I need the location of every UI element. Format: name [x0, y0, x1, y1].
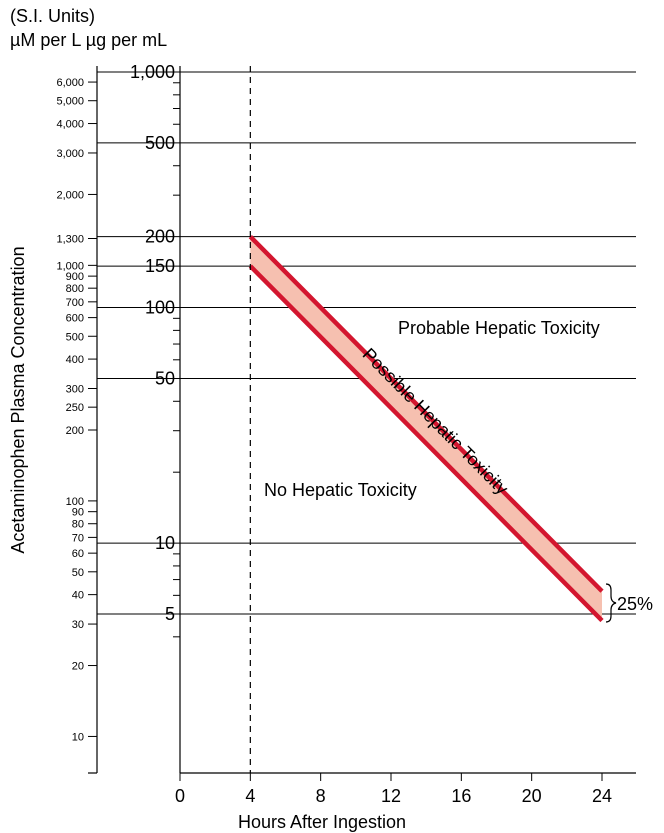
x-tick-label: 24 — [592, 786, 612, 806]
conc-tick-label: 200 — [145, 227, 175, 247]
x-tick-label: 12 — [381, 786, 401, 806]
si-tick-label: 100 — [66, 496, 84, 508]
conc-tick-label: 50 — [155, 368, 175, 388]
si-tick-label: 10 — [72, 731, 84, 743]
si-tick-label: 4,000 — [56, 119, 84, 131]
si-tick-label: 400 — [66, 354, 84, 366]
bracket-brace — [605, 583, 617, 623]
upper-treatment-line — [248, 235, 604, 593]
no-toxicity-label: No Hepatic Toxicity — [264, 480, 417, 500]
conc-tick-label: 100 — [145, 298, 175, 318]
header-units: (S.I. Units) µM per L µg per mL — [10, 4, 167, 52]
probable-toxicity-label: Probable Hepatic Toxicity — [398, 318, 600, 338]
band-label: Possible Hepatic Toxicity — [359, 344, 512, 498]
conc-tick-label: 1,000 — [130, 62, 175, 82]
bracket-label: 25% — [617, 594, 653, 614]
si-tick-label: 50 — [72, 567, 84, 579]
si-tick-label: 200 — [66, 425, 84, 437]
x-axis-title: Hours After Ingestion — [238, 812, 406, 832]
toxicity-band — [248, 235, 604, 623]
si-tick-label: 60 — [72, 548, 84, 560]
si-tick-label: 70 — [72, 532, 84, 544]
conc-tick-label: 500 — [145, 133, 175, 153]
lower-treatment-line — [248, 264, 604, 623]
x-tick-label: 20 — [522, 786, 542, 806]
conc-tick-label: 10 — [155, 533, 175, 553]
si-tick-label: 800 — [66, 283, 84, 295]
si-tick-label: 5,000 — [56, 96, 84, 108]
gridlines — [97, 71, 636, 615]
si-tick-label: 250 — [66, 402, 84, 414]
si-tick-label: 700 — [66, 297, 84, 309]
y-axis-title: Acetaminophen Plasma Concentration — [8, 246, 28, 553]
si-tick-label: 30 — [72, 619, 84, 631]
labels: 6,0005,0004,0003,0002,0001,3001,00090080… — [8, 62, 653, 832]
x-tick-label: 16 — [451, 786, 471, 806]
si-tick-label: 600 — [66, 313, 84, 325]
si-tick-label: 40 — [72, 590, 84, 602]
si-tick-label: 3,000 — [56, 148, 84, 160]
band-fill — [250, 236, 603, 621]
si-tick-label: 90 — [72, 507, 84, 519]
axes — [88, 66, 636, 781]
x-tick-label: 4 — [245, 786, 255, 806]
si-tick-label: 500 — [66, 331, 84, 343]
si-tick-label: 20 — [72, 661, 84, 673]
header-line-1: (S.I. Units) — [10, 6, 96, 26]
si-tick-label: 1,300 — [56, 234, 84, 246]
si-tick-label: 2,000 — [56, 189, 84, 201]
si-tick-label: 6,000 — [56, 77, 84, 89]
si-tick-label: 900 — [66, 271, 84, 283]
si-tick-label: 300 — [66, 384, 84, 396]
si-tick-label: 1,000 — [56, 260, 84, 272]
conc-tick-label: 150 — [145, 256, 175, 276]
conc-tick-label: 5 — [165, 604, 175, 624]
x-tick-label: 0 — [175, 786, 185, 806]
header-line-2: µM per L µg per mL — [10, 30, 168, 50]
si-tick-label: 80 — [72, 519, 84, 531]
x-tick-label: 8 — [316, 786, 326, 806]
